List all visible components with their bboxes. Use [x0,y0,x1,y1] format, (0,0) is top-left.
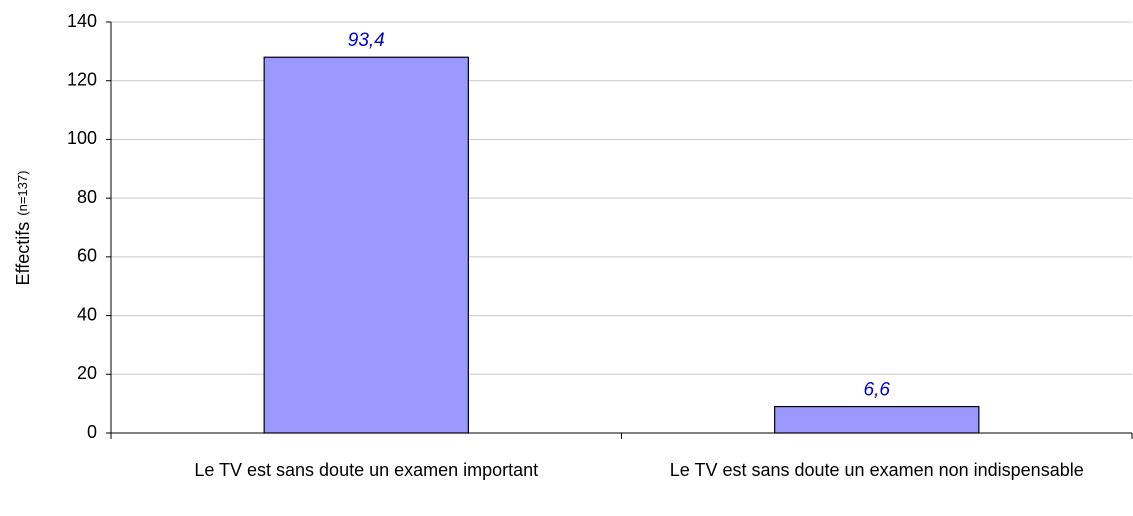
y-tick-label: 20 [77,363,97,383]
data-label: 6,6 [864,380,891,401]
y-label-note: (n=137) [15,171,30,216]
y-tick-label: 80 [77,187,97,207]
y-label-main: Effectifs [13,222,33,286]
x-tick-label: Le TV est sans doute un examen important [194,460,538,480]
y-tick-label: 40 [77,304,97,324]
x-tick-label: Le TV est sans doute un examen non indis… [670,460,1084,480]
y-tick-label: 140 [67,11,97,31]
bar [263,56,469,434]
y-tick-label: 60 [77,246,97,266]
y-tick-label: 120 [67,69,97,89]
bar [774,405,980,434]
y-tick-label: 0 [87,422,97,442]
y-tick-label: 100 [67,128,97,148]
data-label: 93,4 [348,30,385,51]
y-axis-label: Effectifs (n=137) [13,171,33,286]
